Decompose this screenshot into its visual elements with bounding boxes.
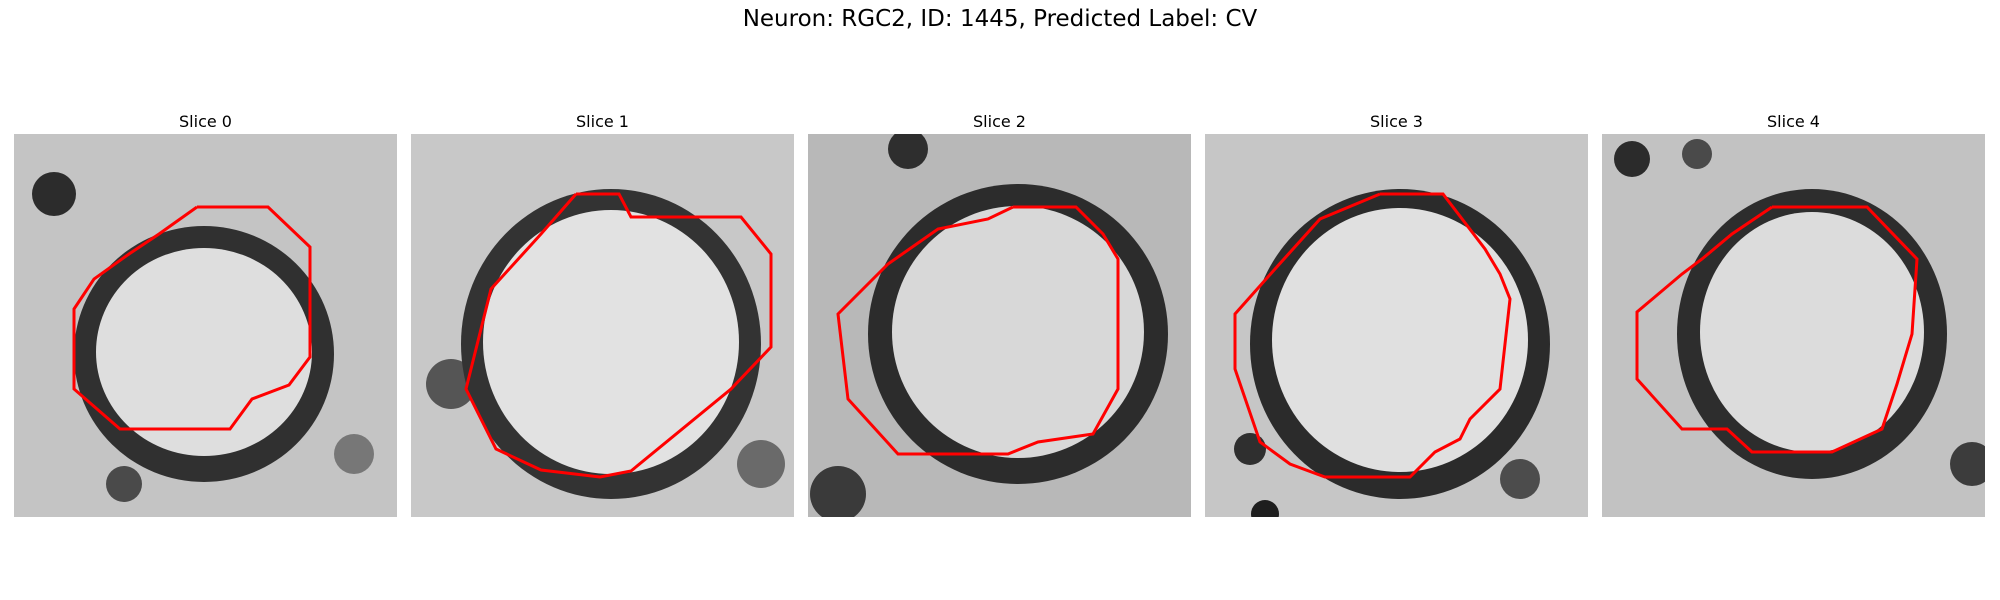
- slice-image: [411, 134, 794, 517]
- slice-panel-2: Slice 2: [808, 110, 1191, 517]
- segmentation-contour: [1635, 205, 1919, 454]
- dark-blob: [1614, 141, 1650, 177]
- segmentation-contour: [464, 192, 773, 479]
- dark-blob: [334, 434, 374, 474]
- slice-panel-4: Slice 4: [1602, 110, 1985, 517]
- cell-interior: [483, 210, 739, 474]
- slice-image-svg: [411, 134, 794, 517]
- dark-blob: [1251, 500, 1279, 517]
- cell-interior: [1272, 208, 1528, 472]
- cell-interior: [892, 206, 1144, 458]
- slice-title: Slice 0: [179, 112, 232, 131]
- slice-panel-3: Slice 3: [1205, 110, 1588, 517]
- dark-blob: [810, 466, 866, 517]
- slice-image: [808, 134, 1191, 517]
- slice-title: Slice 3: [1370, 112, 1423, 131]
- figure-title: Neuron: RGC2, ID: 1445, Predicted Label:…: [742, 6, 1258, 32]
- dark-blob: [32, 172, 76, 216]
- slice-panel-1: Slice 1: [411, 110, 794, 517]
- slice-image: [1602, 134, 1985, 517]
- dark-blob: [888, 134, 928, 169]
- dark-blob: [106, 466, 142, 502]
- slice-image: [1205, 134, 1588, 517]
- dark-blob: [1682, 139, 1712, 169]
- slice-image-svg: [1205, 134, 1588, 517]
- segmentation-contour: [836, 205, 1120, 456]
- slice-panel-0: Slice 0: [14, 110, 397, 517]
- dark-blob: [737, 440, 785, 488]
- slice-image: [14, 134, 397, 517]
- slice-title: Slice 1: [576, 112, 629, 131]
- slice-image-svg: [14, 134, 397, 517]
- dark-blob: [1950, 442, 1985, 486]
- dark-blob: [1500, 459, 1540, 499]
- slice-image-svg: [1602, 134, 1985, 517]
- segmentation-contour: [72, 205, 312, 431]
- cell-interior: [96, 248, 312, 456]
- segmentation-contour: [1233, 192, 1512, 479]
- cell-interior: [1700, 212, 1924, 452]
- slice-title: Slice 4: [1767, 112, 1820, 131]
- slice-image-svg: [808, 134, 1191, 517]
- slice-title: Slice 2: [973, 112, 1026, 131]
- dark-blob: [1234, 433, 1266, 465]
